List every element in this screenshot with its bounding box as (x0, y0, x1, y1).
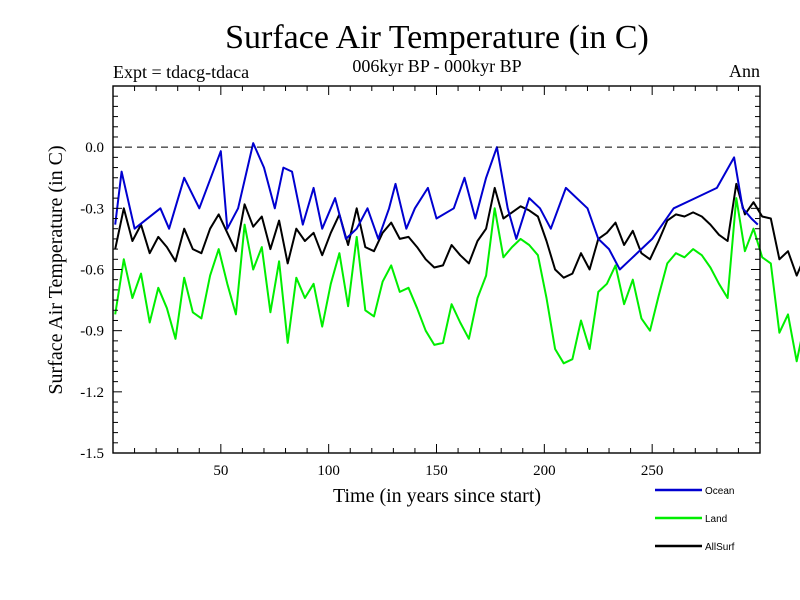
legend-label-ocean: Ocean (705, 486, 734, 497)
chart-subtitle: 006kyr BP - 000kyr BP (352, 56, 521, 76)
legend-label-allsurf: AllSurf (705, 542, 735, 553)
season-label: Ann (729, 61, 760, 81)
x-tick-label: 50 (213, 463, 228, 479)
series-line-land (114, 197, 800, 365)
legend: Ocean Land AllSurf (655, 486, 735, 553)
y-tick-label: 0.0 (85, 140, 104, 156)
plot-frame (112, 85, 761, 454)
y-tick-label: -1.2 (80, 385, 104, 401)
y-axis-label: Surface Air Temperature (in C) (45, 145, 67, 394)
x-tick-label: 250 (641, 463, 664, 479)
x-tick-label: 200 (533, 463, 556, 479)
axis-ticks (113, 85, 760, 454)
x-tick-label: 150 (425, 463, 448, 479)
chart-title: Surface Air Temperature (in C) (225, 19, 649, 56)
y-tick-label: -0.9 (80, 324, 104, 340)
plot-lines (114, 142, 800, 365)
experiment-label: Expt = tdacg-tdaca (113, 62, 249, 82)
tick-labels: 50 100 150 200 250 0.0 -0.3 -0.6 -0.9 -1.2 -1.5 (80, 140, 663, 479)
legend-label-land: Land (705, 514, 727, 525)
y-tick-label: -1.5 (80, 446, 104, 462)
y-tick-label: -0.6 (80, 263, 104, 279)
x-axis-label: Time (in years since start) (333, 485, 541, 507)
x-tick-label: 100 (317, 463, 340, 479)
series-line-ocean (114, 142, 759, 271)
series-line-allsurf (114, 182, 800, 279)
y-tick-label: -0.3 (80, 201, 104, 217)
